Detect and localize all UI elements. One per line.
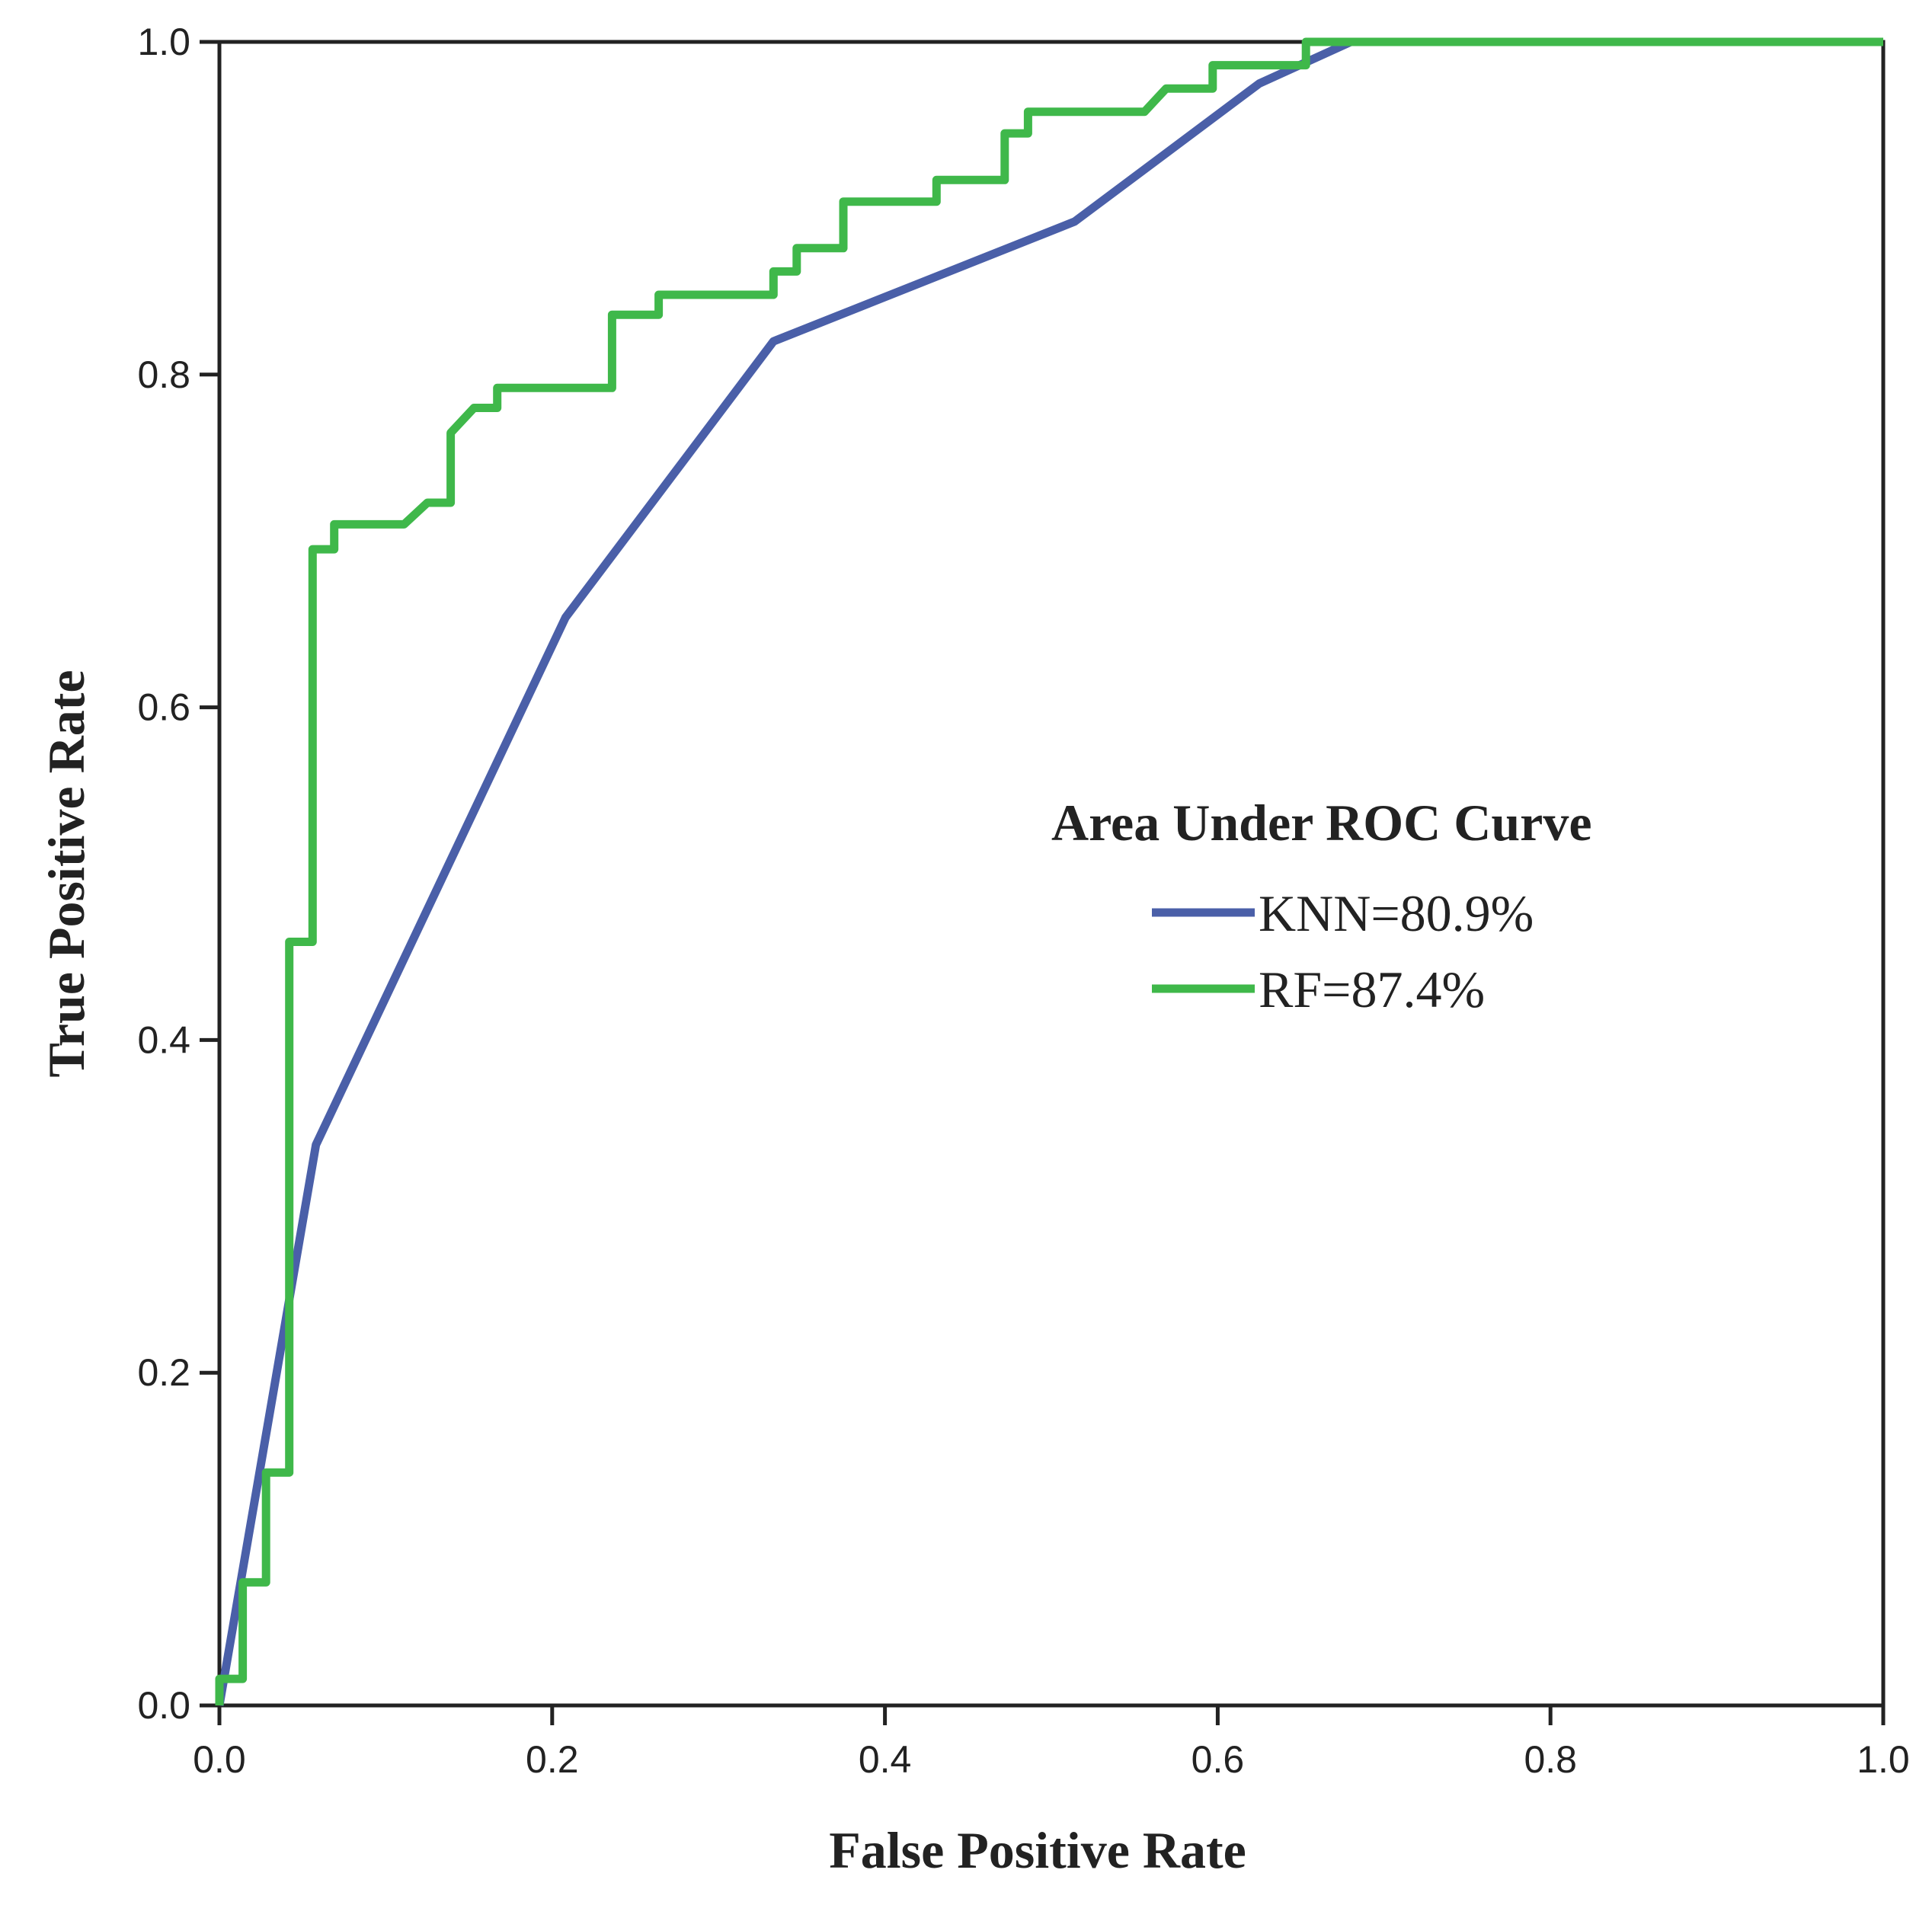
legend: Area Under ROC Curve KNN=80.9% RF=87.4% <box>1051 794 1592 1018</box>
y-tick-label: 0.8 <box>137 353 190 396</box>
y-tick-label: 1.0 <box>137 21 190 63</box>
series-layer <box>215 37 1883 1706</box>
x-tick-label: 0.4 <box>859 1738 912 1781</box>
y-tick-label: 0.0 <box>137 1684 190 1727</box>
y-axis-ticks: 0.0 0.2 0.4 0.6 0.8 1.0 <box>137 21 219 1727</box>
y-tick-label: 0.6 <box>137 686 190 729</box>
y-tick-label: 0.4 <box>137 1018 190 1061</box>
series-line-rf <box>215 37 1883 1705</box>
series-line-knn <box>215 37 1883 1706</box>
x-axis-title: False Positive Rate <box>829 1821 1246 1879</box>
x-tick-label: 0.0 <box>193 1738 246 1781</box>
x-tick-label: 0.6 <box>1192 1738 1245 1781</box>
plot-frame <box>217 40 1886 1708</box>
legend-title: Area Under ROC Curve <box>1051 794 1592 852</box>
x-tick-label: 0.8 <box>1524 1738 1577 1781</box>
y-axis-title: True Positive Rate <box>37 670 95 1077</box>
legend-label-knn: KNN=80.9% <box>1259 884 1534 942</box>
legend-label-rf: RF=87.4% <box>1259 960 1485 1018</box>
x-axis-ticks: 0.0 0.2 0.4 0.6 0.8 1.0 <box>193 1705 1910 1781</box>
y-tick-label: 0.2 <box>137 1351 190 1394</box>
x-tick-label: 0.2 <box>526 1738 579 1781</box>
x-tick-label: 1.0 <box>1857 1738 1910 1781</box>
